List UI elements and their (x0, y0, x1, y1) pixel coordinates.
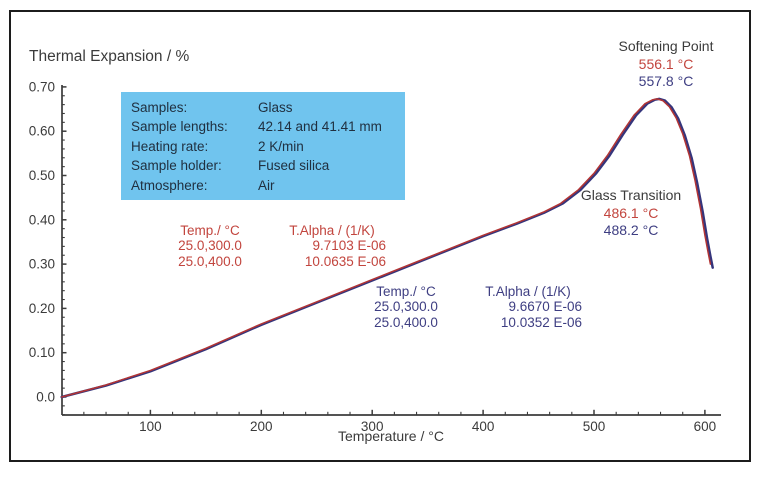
alpha-cell-alpha: 9.6670 E-06 (508, 299, 582, 315)
info-row-sample-lengths: Sample lengths: 42.14 and 41.41 mm (131, 117, 399, 136)
alpha-cell-temp: 25.0,400.0 (374, 314, 438, 330)
info-label: Heating rate: (131, 138, 209, 154)
y-tick-label: 0.0 (36, 390, 55, 405)
glass-transition-blue-value: 488.2 °C (603, 222, 659, 238)
y-tick-label: 0.60 (29, 124, 55, 139)
glass-transition-label: Glass Transition (580, 187, 682, 203)
info-row-heating-rate: Heating rate: 2 K/min (131, 137, 399, 156)
info-value: Air (258, 177, 275, 193)
info-value: Glass (258, 100, 293, 115)
glass-transition-red-value: 486.1 °C (603, 204, 659, 221)
alpha-header-alpha: T.Alpha / (1/K) (485, 284, 571, 299)
info-label: Sample holder: (131, 158, 222, 174)
x-axis-title: Temperature / °C (338, 428, 444, 444)
alpha-table-red: Temp./ °C T.Alpha / (1/K) 25.0,300.0 9.7… (170, 223, 386, 269)
x-tick-label: 400 (472, 419, 495, 434)
info-label: Sample lengths: (131, 119, 228, 135)
figure-frame (9, 10, 751, 462)
y-tick-label: 0.20 (29, 301, 55, 316)
x-tick-label: 200 (250, 419, 273, 434)
info-label: Samples: (131, 100, 188, 115)
info-value: 42.14 and 41.41 mm (258, 119, 382, 135)
y-tick-label: 0.50 (29, 168, 55, 183)
alpha-cell-alpha: 9.7103 E-06 (312, 238, 386, 254)
alpha-header-alpha: T.Alpha / (1/K) (289, 223, 375, 238)
x-tick-label: 500 (583, 419, 606, 434)
info-row-sample-holder: Sample holder: Fused silica (131, 156, 399, 175)
alpha-header-temp: Temp./ °C (376, 284, 436, 299)
softening-point-annotation: Softening Point 556.1 °C 557.8 °C (591, 38, 741, 91)
alpha-table-blue: Temp./ °C T.Alpha / (1/K) 25.0,300.0 9.6… (366, 284, 582, 330)
y-tick-label: 0.40 (29, 212, 55, 227)
y-tick-label: 0.10 (29, 345, 55, 360)
alpha-header-temp: Temp./ °C (180, 223, 240, 238)
softening-point-label: Softening Point (618, 38, 714, 54)
info-label: Atmosphere: (131, 177, 208, 193)
y-tick-label: 0.70 (29, 79, 55, 94)
info-value: Fused silica (258, 158, 330, 174)
alpha-cell-temp: 25.0,400.0 (178, 253, 242, 269)
alpha-cell-alpha: 10.0635 E-06 (304, 253, 386, 269)
alpha-cell-alpha: 10.0352 E-06 (500, 314, 582, 330)
alpha-cell-temp: 25.0,300.0 (374, 299, 438, 315)
info-row-atmosphere: Atmosphere: Air (131, 176, 399, 195)
info-row-samples: Samples: Glass (131, 98, 399, 117)
x-tick-label: 100 (139, 419, 162, 434)
glass-transition-annotation: Glass Transition 486.1 °C 488.2 °C (556, 187, 706, 240)
sample-info-box: Samples: Glass Sample lengths: 42.14 and… (121, 92, 405, 200)
softening-point-red-value: 556.1 °C (638, 55, 694, 72)
curve-sample-1-red (60, 98, 712, 398)
info-value: 2 K/min (258, 138, 304, 154)
x-tick-label: 300 (361, 419, 384, 434)
alpha-cell-temp: 25.0,300.0 (178, 238, 242, 254)
y-tick-label: 0.30 (29, 257, 55, 272)
x-tick-label: 600 (694, 419, 717, 434)
softening-point-blue-value: 557.8 °C (638, 73, 694, 89)
curve-sample-2-blue (60, 97, 714, 399)
y-axis-title: Thermal Expansion / % (29, 48, 190, 65)
